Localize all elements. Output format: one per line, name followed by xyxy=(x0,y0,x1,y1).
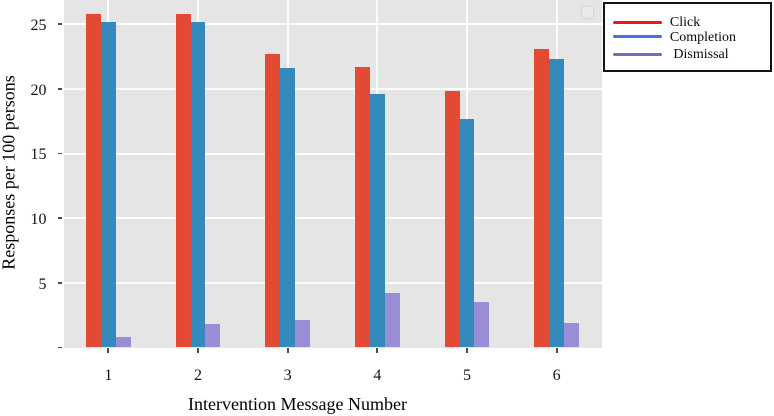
bar-dismissal-msg1 xyxy=(115,337,131,348)
bar-dismissal-msg5 xyxy=(474,302,490,348)
x-tick-6 xyxy=(555,348,558,354)
legend-item-click: Click xyxy=(605,15,771,31)
y-axis-title: Responses per 100 persons xyxy=(0,75,18,270)
y-tick-20 xyxy=(57,88,62,90)
y-gridline-20 xyxy=(63,87,602,90)
x-tick-5 xyxy=(466,348,468,354)
x-tick-label-3: 3 xyxy=(283,366,292,384)
x-tick-label-4: 4 xyxy=(373,366,382,384)
x-tick-4 xyxy=(376,348,379,354)
legend-item-dismissal: Dismissal xyxy=(605,47,771,63)
y-tick-label-15: 15 xyxy=(30,146,47,164)
bar-completion-msg6 xyxy=(549,59,565,348)
y-gridline-25 xyxy=(63,23,602,26)
y-tick-label-5: 5 xyxy=(38,275,47,293)
ghost-button-outline xyxy=(580,5,594,19)
bar-click-msg1 xyxy=(85,13,101,348)
bar-click-msg4 xyxy=(354,66,370,348)
legend-item-completion: Completion xyxy=(605,30,771,46)
x-axis-title: Intervention Message Number xyxy=(188,393,407,414)
legend: Click Completion Dismissal xyxy=(602,1,772,72)
x-tick-3 xyxy=(286,348,289,354)
plot-area xyxy=(63,0,602,348)
x-tick-2 xyxy=(197,348,199,354)
legend-swatch-completion xyxy=(612,34,662,38)
bar-completion-msg5 xyxy=(459,118,475,348)
legend-swatch-click xyxy=(612,21,662,25)
bar-completion-msg3 xyxy=(280,68,296,348)
bar-dismissal-msg3 xyxy=(295,320,310,348)
bar-completion-msg2 xyxy=(190,21,206,348)
y-gridline-5 xyxy=(63,281,602,284)
x-tick-label-2: 2 xyxy=(194,366,202,384)
bar-click-msg2 xyxy=(175,13,191,348)
y-tick-label-25: 25 xyxy=(30,17,47,35)
bar-completion-msg1 xyxy=(100,21,116,348)
bar-completion-msg4 xyxy=(369,94,385,348)
bar-click-msg3 xyxy=(265,53,281,348)
bar-dismissal-msg6 xyxy=(564,322,579,348)
bar-click-msg6 xyxy=(534,48,550,348)
y-tick-label-20: 20 xyxy=(30,81,47,99)
x-tick-1 xyxy=(107,348,110,354)
y-tick-10 xyxy=(57,217,62,220)
bar-click-msg5 xyxy=(444,91,460,348)
x-tick-label-5: 5 xyxy=(463,366,471,384)
y-gridline-10 xyxy=(63,217,602,220)
x-tick-label-6: 6 xyxy=(552,366,561,384)
y-tick-5 xyxy=(57,281,62,284)
legend-label-dismissal: Dismissal xyxy=(669,46,729,62)
bar-dismissal-msg2 xyxy=(205,324,221,348)
y-tick-15 xyxy=(57,152,62,155)
y-tick-0 xyxy=(57,346,62,349)
legend-swatch-dismissal xyxy=(612,52,662,56)
y-tick-label-10: 10 xyxy=(30,211,47,228)
bar-dismissal-msg4 xyxy=(384,293,400,348)
legend-label-click: Click xyxy=(669,14,701,30)
legend-label-completion: Completion xyxy=(669,30,737,46)
y-gridline-15 xyxy=(63,152,602,155)
x-tick-label-1: 1 xyxy=(104,366,113,384)
y-tick-25 xyxy=(57,23,62,26)
